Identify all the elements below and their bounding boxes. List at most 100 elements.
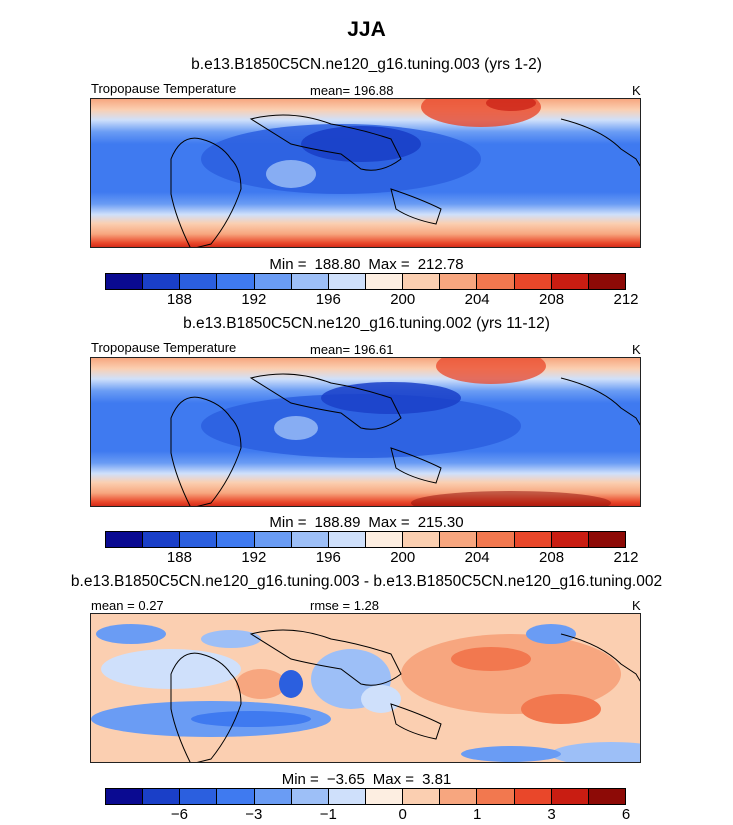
panel-3-rmse: rmse = 1.28	[310, 598, 379, 613]
panel-3-map	[90, 613, 641, 763]
panel-2-colorbar	[105, 531, 626, 548]
panel-1-colorbar-swatch	[180, 274, 218, 289]
panel-1-colorbar-swatch	[365, 274, 404, 289]
panel-3-colorbar-swatch	[588, 789, 625, 804]
panel-2-mean-value: 196.61	[353, 342, 394, 357]
panel-1-colorbar-swatch	[291, 274, 329, 289]
panel-3-colorbar-tick: 3	[547, 806, 556, 823]
panel-3-max-value: 3.81	[422, 771, 452, 788]
panel-1-colorbar-tick: 208	[539, 291, 565, 308]
panel-2-map	[90, 357, 641, 507]
panel-3-max-label: Max =	[372, 771, 415, 788]
panel-1-min-value: 188.80	[314, 256, 361, 273]
panel-3-colorbar-tick: 1	[472, 806, 482, 823]
panel-1-colorbar-swatch	[143, 274, 181, 289]
panel-1-variable: Tropopause Temperature	[91, 81, 237, 96]
panel-3-min-label: Min =	[281, 771, 319, 788]
panel-2-colorbar-tick: 192	[241, 549, 267, 566]
panel-3-title: b.e13.B1850C5CN.ne120_g16.tuning.003 - b…	[70, 573, 663, 590]
panel-1-colorbar-tick: 212	[613, 291, 639, 308]
panel-3-mean: mean = 0.27	[91, 598, 164, 613]
panel-2-title: b.e13.B1850C5CN.ne120_g16.tuning.002 (yr…	[183, 315, 550, 332]
panel-3-colorbar-swatch	[291, 789, 329, 804]
panel-2-colorbar-swatch	[551, 532, 589, 547]
panel-2-colorbar-swatch	[477, 532, 515, 547]
panel-3-colorbar-tick: −1	[319, 806, 337, 823]
panel-3-colorbar-tick: −6	[170, 806, 188, 823]
panel-2-colorbar-swatch	[217, 532, 255, 547]
panel-3-colorbar-swatch	[365, 789, 404, 804]
panel-1-mean: mean= 196.88	[310, 83, 394, 98]
panel-3-colorbar	[105, 788, 626, 805]
main-title: JJA	[347, 18, 386, 41]
panel-3-colorbar-swatch	[106, 789, 144, 804]
panel-1-colorbar-tick: 200	[390, 291, 416, 308]
panel-1-colorbar-tick: 196	[315, 291, 341, 308]
panel-3-mean-label: mean =	[91, 598, 135, 613]
panel-1-min-label: Min =	[269, 256, 307, 273]
panel-2-colorbar-swatch	[403, 532, 441, 547]
panel-1-mean-label: mean=	[310, 83, 351, 98]
panel-1-colorbar-tick: 188	[166, 291, 192, 308]
panel-1-colorbar-swatch	[403, 274, 441, 289]
panel-2-map-svg	[91, 358, 640, 506]
panel-1-colorbar-swatch	[106, 274, 144, 289]
panel-1-map-svg	[91, 99, 640, 247]
panel-1-max-value: 212.78	[417, 256, 464, 273]
panel-2-max-value: 215.30	[417, 514, 464, 531]
panel-1-colorbar-tick: 204	[464, 291, 490, 308]
panel-1-colorbar-swatch	[254, 274, 292, 289]
panel-3-colorbar-swatch	[328, 789, 366, 804]
panel-1-colorbar-tick: 192	[241, 291, 267, 308]
panel-2-colorbar-swatch	[143, 532, 181, 547]
panel-3-colorbar-swatch	[180, 789, 218, 804]
panel-2-colorbar-swatch	[254, 532, 292, 547]
panel-2-minmax: Min = 188.89 Max = 215.30	[0, 514, 733, 531]
panel-2-colorbar-swatch	[440, 532, 478, 547]
panel-2-colorbar-tick: 204	[464, 549, 490, 566]
panel-3-map-svg	[91, 614, 640, 762]
panel-3-colorbar-swatch	[514, 789, 552, 804]
panel-2-colorbar-swatch	[365, 532, 404, 547]
panel-3-min-value: −3.65	[326, 771, 365, 788]
panel-2-colorbar-swatch	[291, 532, 329, 547]
panel-3-colorbar-tick: 6	[621, 806, 631, 823]
panel-3-units: K	[632, 598, 641, 613]
panel-3-colorbar-swatch	[143, 789, 181, 804]
panel-1-colorbar-swatch	[328, 274, 366, 289]
panel-2-min-label: Min =	[269, 514, 307, 531]
panel-2-colorbar-tick: 200	[390, 549, 416, 566]
panel-3-colorbar-tick: −3	[245, 806, 263, 823]
panel-1-colorbar-swatch	[440, 274, 478, 289]
panel-1-mean-value: 196.88	[353, 83, 394, 98]
panel-2-colorbar-tick: 196	[315, 549, 341, 566]
panel-1-colorbar-swatch	[217, 274, 255, 289]
panel-3-colorbar-tick: 0	[398, 806, 407, 823]
panel-3-mean-value: 0.27	[138, 598, 164, 613]
panel-3-colorbar-swatch	[217, 789, 255, 804]
panel-3-colorbar-swatch	[551, 789, 589, 804]
panel-1-title: b.e13.B1850C5CN.ne120_g16.tuning.003 (yr…	[191, 56, 542, 73]
panel-1-minmax: Min = 188.80 Max = 212.78	[0, 256, 733, 273]
panel-3-colorbar-swatch	[477, 789, 515, 804]
panel-1-max-label: Max =	[368, 256, 410, 273]
panel-1-colorbar-swatch	[551, 274, 589, 289]
panel-2-colorbar-tick: 212	[613, 549, 639, 566]
panel-2-colorbar-swatch	[328, 532, 366, 547]
panel-1-colorbar-swatch	[588, 274, 625, 289]
panel-2-colorbar-swatch	[588, 532, 625, 547]
panel-3-minmax: Min = −3.65 Max = 3.81	[0, 771, 733, 788]
panel-2-min-value: 188.89	[314, 514, 361, 531]
panel-3-colorbar-swatch	[254, 789, 292, 804]
panel-2-mean-label: mean=	[310, 342, 351, 357]
panel-3-colorbar-swatch	[403, 789, 441, 804]
panel-2-mean: mean= 196.61	[310, 342, 394, 357]
panel-2-units: K	[632, 342, 641, 357]
panel-3-colorbar-swatch	[440, 789, 478, 804]
panel-2-variable: Tropopause Temperature	[91, 340, 237, 355]
panel-1-units: K	[632, 83, 641, 98]
panel-2-colorbar-tick: 188	[166, 549, 192, 566]
panel-3-rmse-value: 1.28	[353, 598, 380, 613]
panel-2-colorbar-swatch	[180, 532, 218, 547]
panel-2-colorbar-swatch	[514, 532, 552, 547]
